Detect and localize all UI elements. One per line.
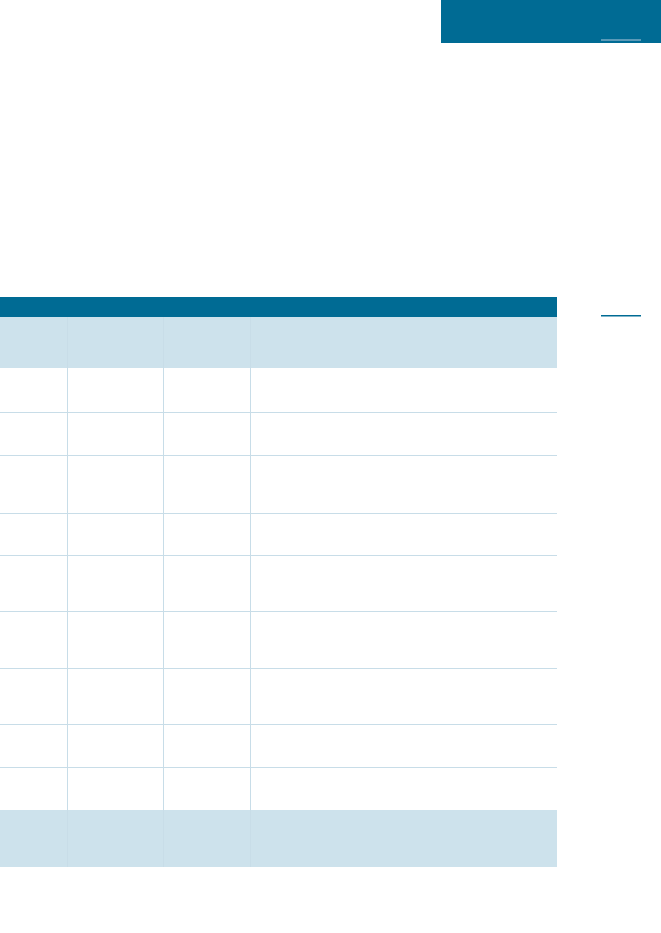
table-header-row (0, 317, 557, 368)
header-tab-underline (601, 39, 641, 41)
row-lines (0, 412, 557, 768)
table-title-bar (0, 297, 557, 317)
column-lines (67, 317, 251, 867)
table-footer-row (0, 810, 557, 867)
side-marker (601, 315, 641, 317)
header-tab (441, 0, 661, 43)
